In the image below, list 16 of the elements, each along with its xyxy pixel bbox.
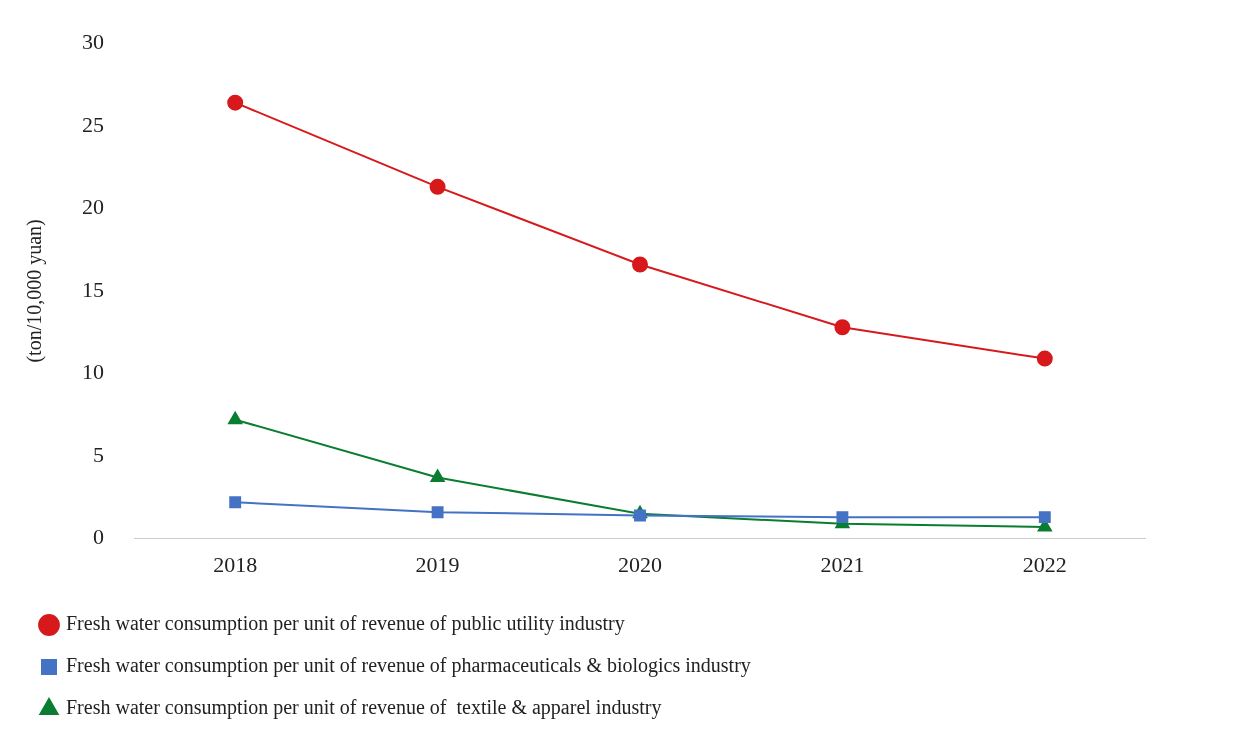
x-tick-label: 2018 bbox=[213, 551, 258, 577]
x-tick-label: 2020 bbox=[618, 551, 662, 577]
y-tick-label: 15 bbox=[82, 276, 104, 302]
legend-label: Fresh water consumption per unit of revenue of pharmaceuticals & biologics industry bbox=[66, 654, 751, 678]
legend-label: Fresh water consumption per unit of revenue of public utility industry bbox=[66, 612, 625, 636]
x-tick-label: 2021 bbox=[820, 551, 865, 577]
legend-label: Fresh water consumption per unit of revenue of textile & apparel industry bbox=[66, 696, 662, 720]
y-tick-label: 30 bbox=[82, 28, 104, 54]
y-tick-label: 25 bbox=[82, 111, 104, 137]
y-tick-label: 20 bbox=[82, 194, 104, 220]
y-tick-label: 0 bbox=[93, 524, 104, 550]
y-tick-label: 10 bbox=[82, 359, 104, 385]
x-tick-label: 2022 bbox=[1022, 551, 1067, 577]
y-axis-title: (ton/10,000 yuan) bbox=[23, 219, 47, 363]
x-tick-label: 2019 bbox=[415, 551, 460, 577]
y-tick-label: 5 bbox=[93, 441, 104, 467]
